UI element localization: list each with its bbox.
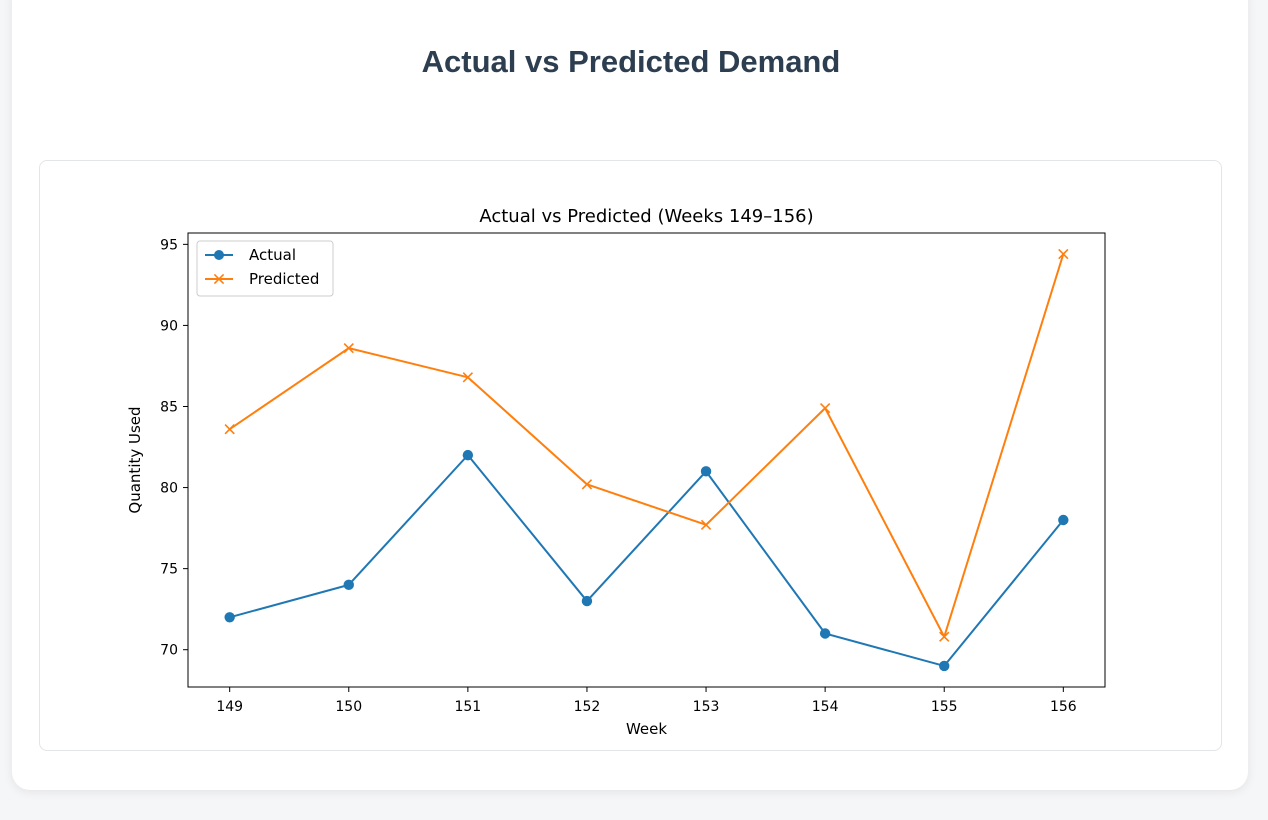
- x-tick-label: 152: [574, 699, 601, 715]
- x-tick-label: 153: [693, 699, 720, 715]
- actual-point: [462, 449, 474, 461]
- predicted-line: [229, 253, 1065, 638]
- predicted-point: [462, 372, 474, 383]
- x-tick-label: 149: [216, 699, 243, 715]
- predicted-point: [1058, 248, 1069, 260]
- plot-frame: [187, 232, 1106, 688]
- y-tick-label: 85: [160, 399, 178, 415]
- legend-label: Actual: [249, 246, 296, 264]
- y-tick-label: 80: [160, 481, 178, 497]
- actual-point: [700, 466, 712, 477]
- predicted-point: [819, 402, 831, 414]
- line-chart: Actual vs Predicted (Weeks 149–156) Week…: [126, 206, 1106, 738]
- legend-label: Predicted: [249, 270, 319, 288]
- y-tick-label: 90: [160, 318, 178, 334]
- actual-point: [224, 612, 235, 623]
- page-title: Actual vs Predicted Demand: [421, 44, 841, 79]
- x-tick-label: 156: [1050, 699, 1077, 715]
- predicted-point: [581, 479, 593, 490]
- actual-point: [819, 628, 831, 639]
- y-axis-label: Quantity Used: [126, 406, 144, 513]
- x-tick-label: 155: [931, 699, 958, 715]
- actual-point: [581, 595, 593, 607]
- x-tick-label: 154: [812, 699, 839, 715]
- y-tick-label: 70: [160, 643, 178, 659]
- actual-point: [939, 660, 950, 672]
- actual-point: [1058, 514, 1069, 526]
- chart-panel: Actual vs Predicted (Weeks 149–156) Week…: [39, 160, 1222, 751]
- actual-line: [229, 454, 1065, 667]
- x-axis-label: Week: [626, 720, 667, 738]
- y-tick-label: 75: [160, 562, 178, 578]
- predicted-point: [700, 519, 712, 531]
- y-tick-label: 95: [160, 237, 178, 253]
- actual-point: [343, 579, 354, 591]
- series-actual: [224, 449, 1069, 672]
- legend-item-actual: Actual: [205, 246, 296, 264]
- x-tick-label: 150: [335, 699, 362, 715]
- legend-marker: [213, 273, 225, 285]
- legend-item-predicted: Predicted: [205, 270, 319, 288]
- predicted-point: [224, 424, 235, 435]
- predicted-point: [343, 342, 354, 354]
- chart-title: Actual vs Predicted (Weeks 149–156): [479, 206, 813, 227]
- legend: Actual Predicted: [196, 240, 334, 297]
- x-tick-label: 151: [454, 699, 481, 715]
- series-predicted: [224, 248, 1069, 642]
- legend-marker: [214, 250, 224, 260]
- predicted-point: [939, 631, 950, 642]
